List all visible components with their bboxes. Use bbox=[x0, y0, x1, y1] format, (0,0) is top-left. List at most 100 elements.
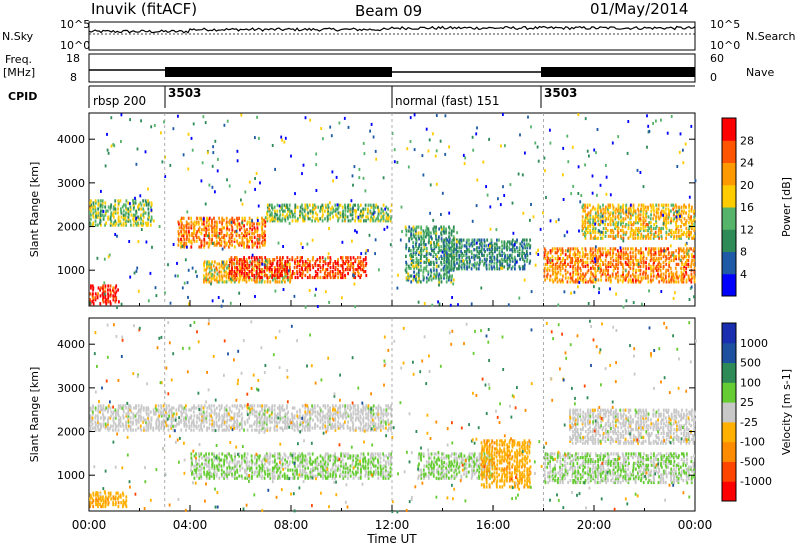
scatter-cell bbox=[534, 263, 537, 267]
scatter-cell bbox=[229, 260, 231, 264]
scatter-cell bbox=[632, 268, 635, 272]
scatter-cell bbox=[304, 203, 307, 207]
scatter-cell bbox=[223, 414, 226, 418]
scatter-cell bbox=[263, 222, 266, 226]
scatter-cell bbox=[617, 230, 620, 234]
scatter-cell bbox=[99, 422, 102, 426]
scatter-cell bbox=[412, 258, 415, 262]
scatter-cell bbox=[109, 426, 112, 430]
scatter-cell bbox=[332, 262, 335, 266]
scatter-cell bbox=[637, 209, 640, 213]
scatter-cell bbox=[109, 290, 112, 294]
scatter-cell bbox=[526, 244, 529, 248]
scatter-cell bbox=[306, 205, 309, 209]
scatter-cell bbox=[556, 280, 559, 284]
scatter-cell bbox=[678, 236, 681, 240]
scatter-cell bbox=[634, 274, 637, 278]
scatter-cell bbox=[261, 228, 264, 232]
scatter-cell bbox=[591, 247, 594, 251]
scatter-cell bbox=[418, 268, 420, 272]
scatter-cell bbox=[149, 219, 152, 223]
scatter-cell bbox=[690, 278, 692, 282]
scatter-cell bbox=[644, 274, 647, 278]
scatter-cell bbox=[90, 209, 93, 213]
scatter-cell bbox=[120, 113, 123, 117]
scatter-cell bbox=[306, 207, 309, 211]
scatter-cell bbox=[607, 205, 610, 209]
scatter-cell bbox=[115, 284, 118, 288]
scatter-cell bbox=[256, 226, 259, 230]
scatter-cell bbox=[169, 301, 172, 305]
scatter-cell bbox=[637, 232, 639, 236]
scatter-cell bbox=[316, 258, 319, 262]
scatter-cell bbox=[96, 414, 99, 418]
scatter-cell bbox=[230, 256, 233, 260]
scatter-cell bbox=[273, 418, 276, 422]
scatter-cell bbox=[331, 422, 334, 426]
scatter-cell bbox=[436, 254, 438, 258]
scatter-cell bbox=[385, 217, 388, 221]
scatter-cell bbox=[288, 213, 291, 217]
scatter-cell bbox=[362, 264, 365, 268]
scatter-cell bbox=[627, 262, 629, 266]
scatter-cell bbox=[324, 262, 327, 266]
scatter-cell bbox=[228, 233, 231, 238]
scatter-cell bbox=[665, 255, 667, 259]
scatter-cell bbox=[291, 418, 294, 422]
scatter-cell bbox=[251, 406, 253, 410]
scatter-cell bbox=[680, 219, 683, 223]
scatter-cell bbox=[621, 264, 624, 268]
scatter-cell bbox=[607, 260, 610, 265]
scatter-cell bbox=[223, 268, 226, 272]
scatter-cell bbox=[582, 276, 585, 280]
scatter-cell bbox=[625, 205, 627, 209]
scatter-cell bbox=[692, 211, 695, 215]
scatter-cell bbox=[230, 264, 233, 268]
scatter-cell bbox=[335, 262, 337, 266]
scatter-cell bbox=[670, 203, 673, 207]
scatter-cell bbox=[415, 241, 418, 245]
scatter-cell bbox=[264, 256, 267, 260]
scatter-cell bbox=[465, 251, 468, 256]
scatter-cell bbox=[265, 404, 268, 408]
scatter-cell bbox=[109, 288, 111, 292]
scatter-cell bbox=[312, 203, 314, 207]
scatter-cell bbox=[127, 406, 130, 410]
scatter-cell bbox=[202, 420, 205, 424]
scatter-cell bbox=[99, 410, 101, 414]
scatter-cell bbox=[434, 154, 437, 158]
scatter-cell bbox=[357, 266, 360, 270]
scatter-cell bbox=[450, 253, 453, 257]
scatter-cell bbox=[208, 222, 210, 226]
scatter-cell bbox=[236, 216, 238, 220]
scatter-cell bbox=[407, 274, 409, 278]
scatter-cell bbox=[109, 217, 112, 221]
scatter-cell bbox=[405, 262, 408, 266]
scatter-cell bbox=[679, 214, 681, 218]
scatter-cell bbox=[97, 286, 100, 290]
scatter-cell bbox=[205, 410, 208, 414]
scatter-cell bbox=[301, 217, 304, 221]
scatter-cell bbox=[515, 260, 518, 264]
scatter-cell bbox=[647, 207, 649, 211]
scatter-cell bbox=[244, 216, 246, 220]
scatter-cell bbox=[438, 227, 441, 231]
scatter-cell bbox=[668, 232, 670, 236]
scatter-cell bbox=[632, 278, 634, 282]
scatter-cell bbox=[248, 424, 251, 428]
scatter-cell bbox=[600, 236, 602, 240]
scatter-cell bbox=[685, 255, 687, 259]
scatter-cell bbox=[97, 426, 100, 430]
scatter-cell bbox=[438, 280, 441, 284]
scatter-cell bbox=[110, 211, 113, 215]
scatter-cell bbox=[255, 270, 258, 274]
scatter-cell bbox=[229, 270, 231, 274]
scatter-cell bbox=[138, 203, 140, 207]
scatter-cell bbox=[443, 253, 446, 257]
scatter-cell bbox=[211, 185, 214, 189]
scatter-cell bbox=[331, 205, 334, 209]
scatter-cell bbox=[243, 262, 246, 266]
scatter-cell bbox=[518, 251, 521, 256]
scatter-cell bbox=[345, 416, 348, 420]
scatter-cell bbox=[218, 266, 221, 270]
